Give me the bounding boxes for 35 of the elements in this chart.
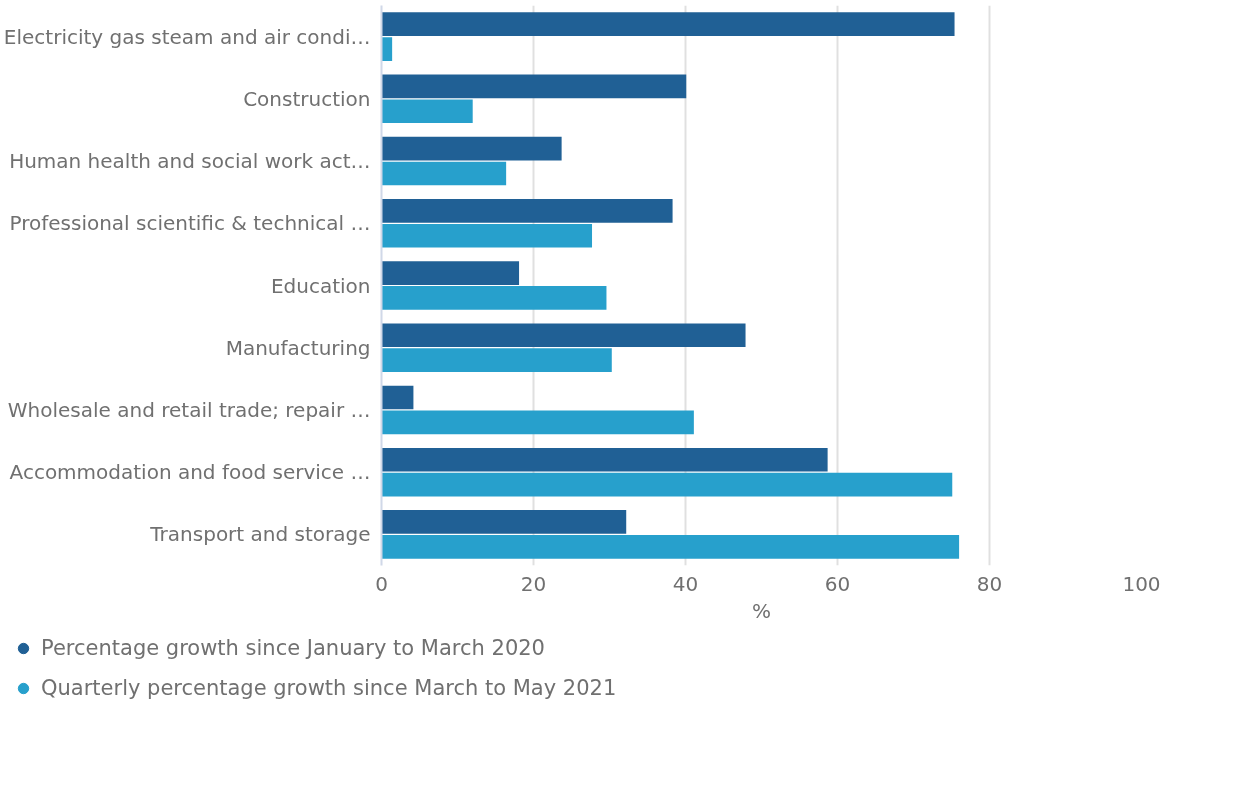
x-tick-label: 100 — [1122, 571, 1161, 596]
y-tick-label: Manufacturing — [225, 335, 371, 360]
x-tick-label: 60 — [824, 571, 851, 596]
bar — [381, 447, 828, 472]
y-tick-label: Construction — [243, 86, 371, 111]
x-tick-label: 40 — [672, 571, 699, 596]
bar — [381, 535, 960, 559]
bar — [381, 223, 593, 248]
bar — [381, 161, 507, 186]
y-tick-label: Wholesale and retail trade; repair … — [7, 397, 371, 422]
y-tick-label: Electricity gas steam and air condi… — [3, 24, 371, 49]
bar — [381, 410, 694, 435]
bar — [381, 99, 473, 124]
x-tick-label: 0 — [375, 571, 388, 596]
bar — [381, 74, 687, 99]
bar — [381, 472, 953, 497]
bar — [381, 510, 627, 534]
bar — [381, 136, 562, 161]
bar — [381, 286, 607, 310]
bar — [381, 348, 612, 372]
legend-label: Percentage growth since January to March 2020 — [41, 636, 545, 660]
legend-label: Quarterly percentage growth since March to May 2021 — [41, 676, 617, 700]
bar — [381, 385, 414, 410]
y-tick-label: Transport and storage — [149, 522, 371, 547]
y-tick-label: Accommodation and food service … — [9, 460, 371, 485]
bar — [381, 323, 746, 348]
bar — [381, 12, 955, 36]
y-tick-label: Education — [270, 273, 371, 298]
bar — [381, 199, 673, 223]
x-tick-label: 20 — [520, 571, 547, 596]
y-tick-label: Human health and social work act… — [9, 149, 371, 174]
x-tick-label: 80 — [976, 571, 1003, 596]
y-tick-label: Professional scientific & technical … — [9, 211, 371, 236]
x-axis-title: % — [752, 598, 772, 623]
bar — [381, 261, 520, 285]
